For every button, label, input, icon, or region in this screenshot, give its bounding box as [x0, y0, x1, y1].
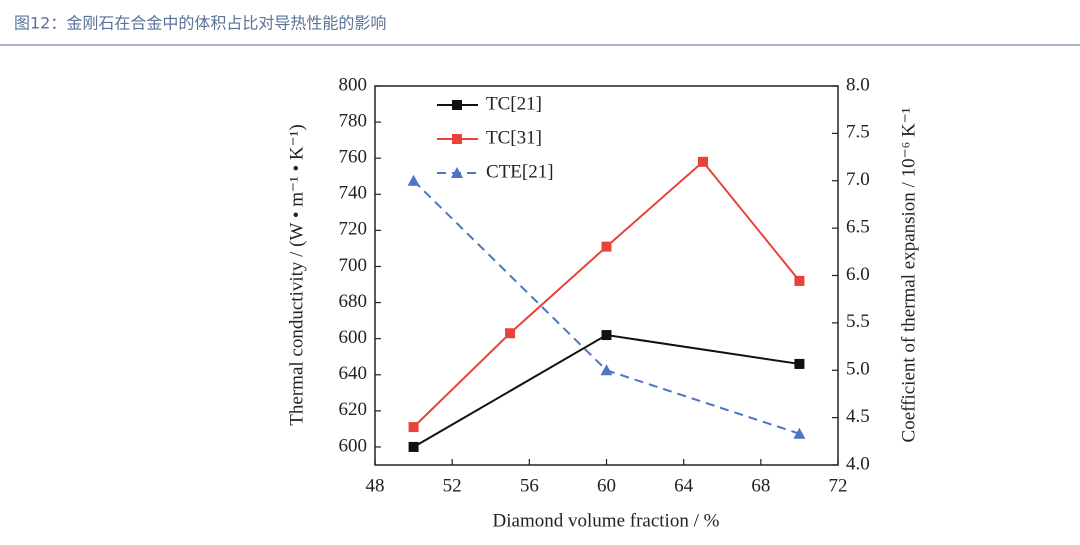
y-tick-label: 780: [339, 110, 368, 131]
y-tick-label: 800: [339, 74, 368, 95]
point: [600, 364, 613, 376]
y-tick-label: 680: [339, 291, 368, 312]
legend-label: TC[21]: [486, 93, 542, 114]
y2-tick-label: 6.5: [846, 216, 870, 237]
y2-tick-label: 4.5: [846, 406, 870, 427]
point: [793, 427, 806, 439]
legend-label: TC[31]: [486, 127, 542, 148]
point: [408, 441, 419, 452]
y2-tick-label: 7.0: [846, 169, 870, 190]
point: [697, 156, 708, 167]
point: [794, 275, 805, 286]
y2-tick-label: 5.0: [846, 359, 870, 380]
series-line: [413, 334, 800, 448]
y-tick-label: 720: [339, 219, 368, 240]
legend-marker: [452, 134, 462, 144]
x-tick-label: 72: [829, 475, 848, 496]
y-tick-label: 600: [339, 327, 368, 348]
y-tick-label: 760: [339, 147, 368, 168]
legend-marker: [451, 167, 463, 178]
x-tick-label: 52: [443, 475, 462, 496]
legend-marker: [452, 100, 462, 110]
point: [408, 422, 419, 433]
y2-tick-label: 6.0: [846, 264, 870, 285]
x-axis-label: Diamond volume fraction / %: [493, 510, 720, 531]
y2-axis-label: Coefficient of thermal expansion / 10⁻⁶ …: [898, 107, 919, 442]
y2-tick-label: 4.0: [846, 453, 870, 474]
y-tick-label: 600: [339, 435, 368, 456]
y2-tick-label: 7.5: [846, 122, 870, 143]
y-tick-label: 740: [339, 183, 368, 204]
point: [505, 328, 516, 339]
point: [601, 241, 612, 252]
y2-tick-label: 5.5: [846, 311, 870, 332]
y-tick-label: 620: [339, 399, 368, 420]
plot-frame: [374, 85, 839, 466]
x-tick-label: 60: [597, 475, 616, 496]
x-tick-label: 56: [520, 475, 539, 496]
point: [794, 358, 805, 369]
x-tick-label: 48: [366, 475, 385, 496]
x-tick-label: 68: [751, 475, 770, 496]
point: [601, 330, 612, 341]
y-axis-label: Thermal conductivity / (W • m⁻¹ • K⁻¹): [286, 124, 307, 425]
series-line: [412, 180, 800, 435]
point: [407, 174, 420, 186]
chart-title: 图12：金刚石在合金中的体积占比对导热性能的影响: [14, 14, 386, 33]
legend-label: CTE[21]: [486, 161, 554, 182]
x-tick-label: 64: [674, 475, 694, 496]
y-tick-label: 700: [339, 255, 368, 276]
series-line: [412, 160, 801, 428]
y-tick-label: 640: [339, 363, 368, 384]
y2-tick-label: 8.0: [846, 74, 870, 95]
